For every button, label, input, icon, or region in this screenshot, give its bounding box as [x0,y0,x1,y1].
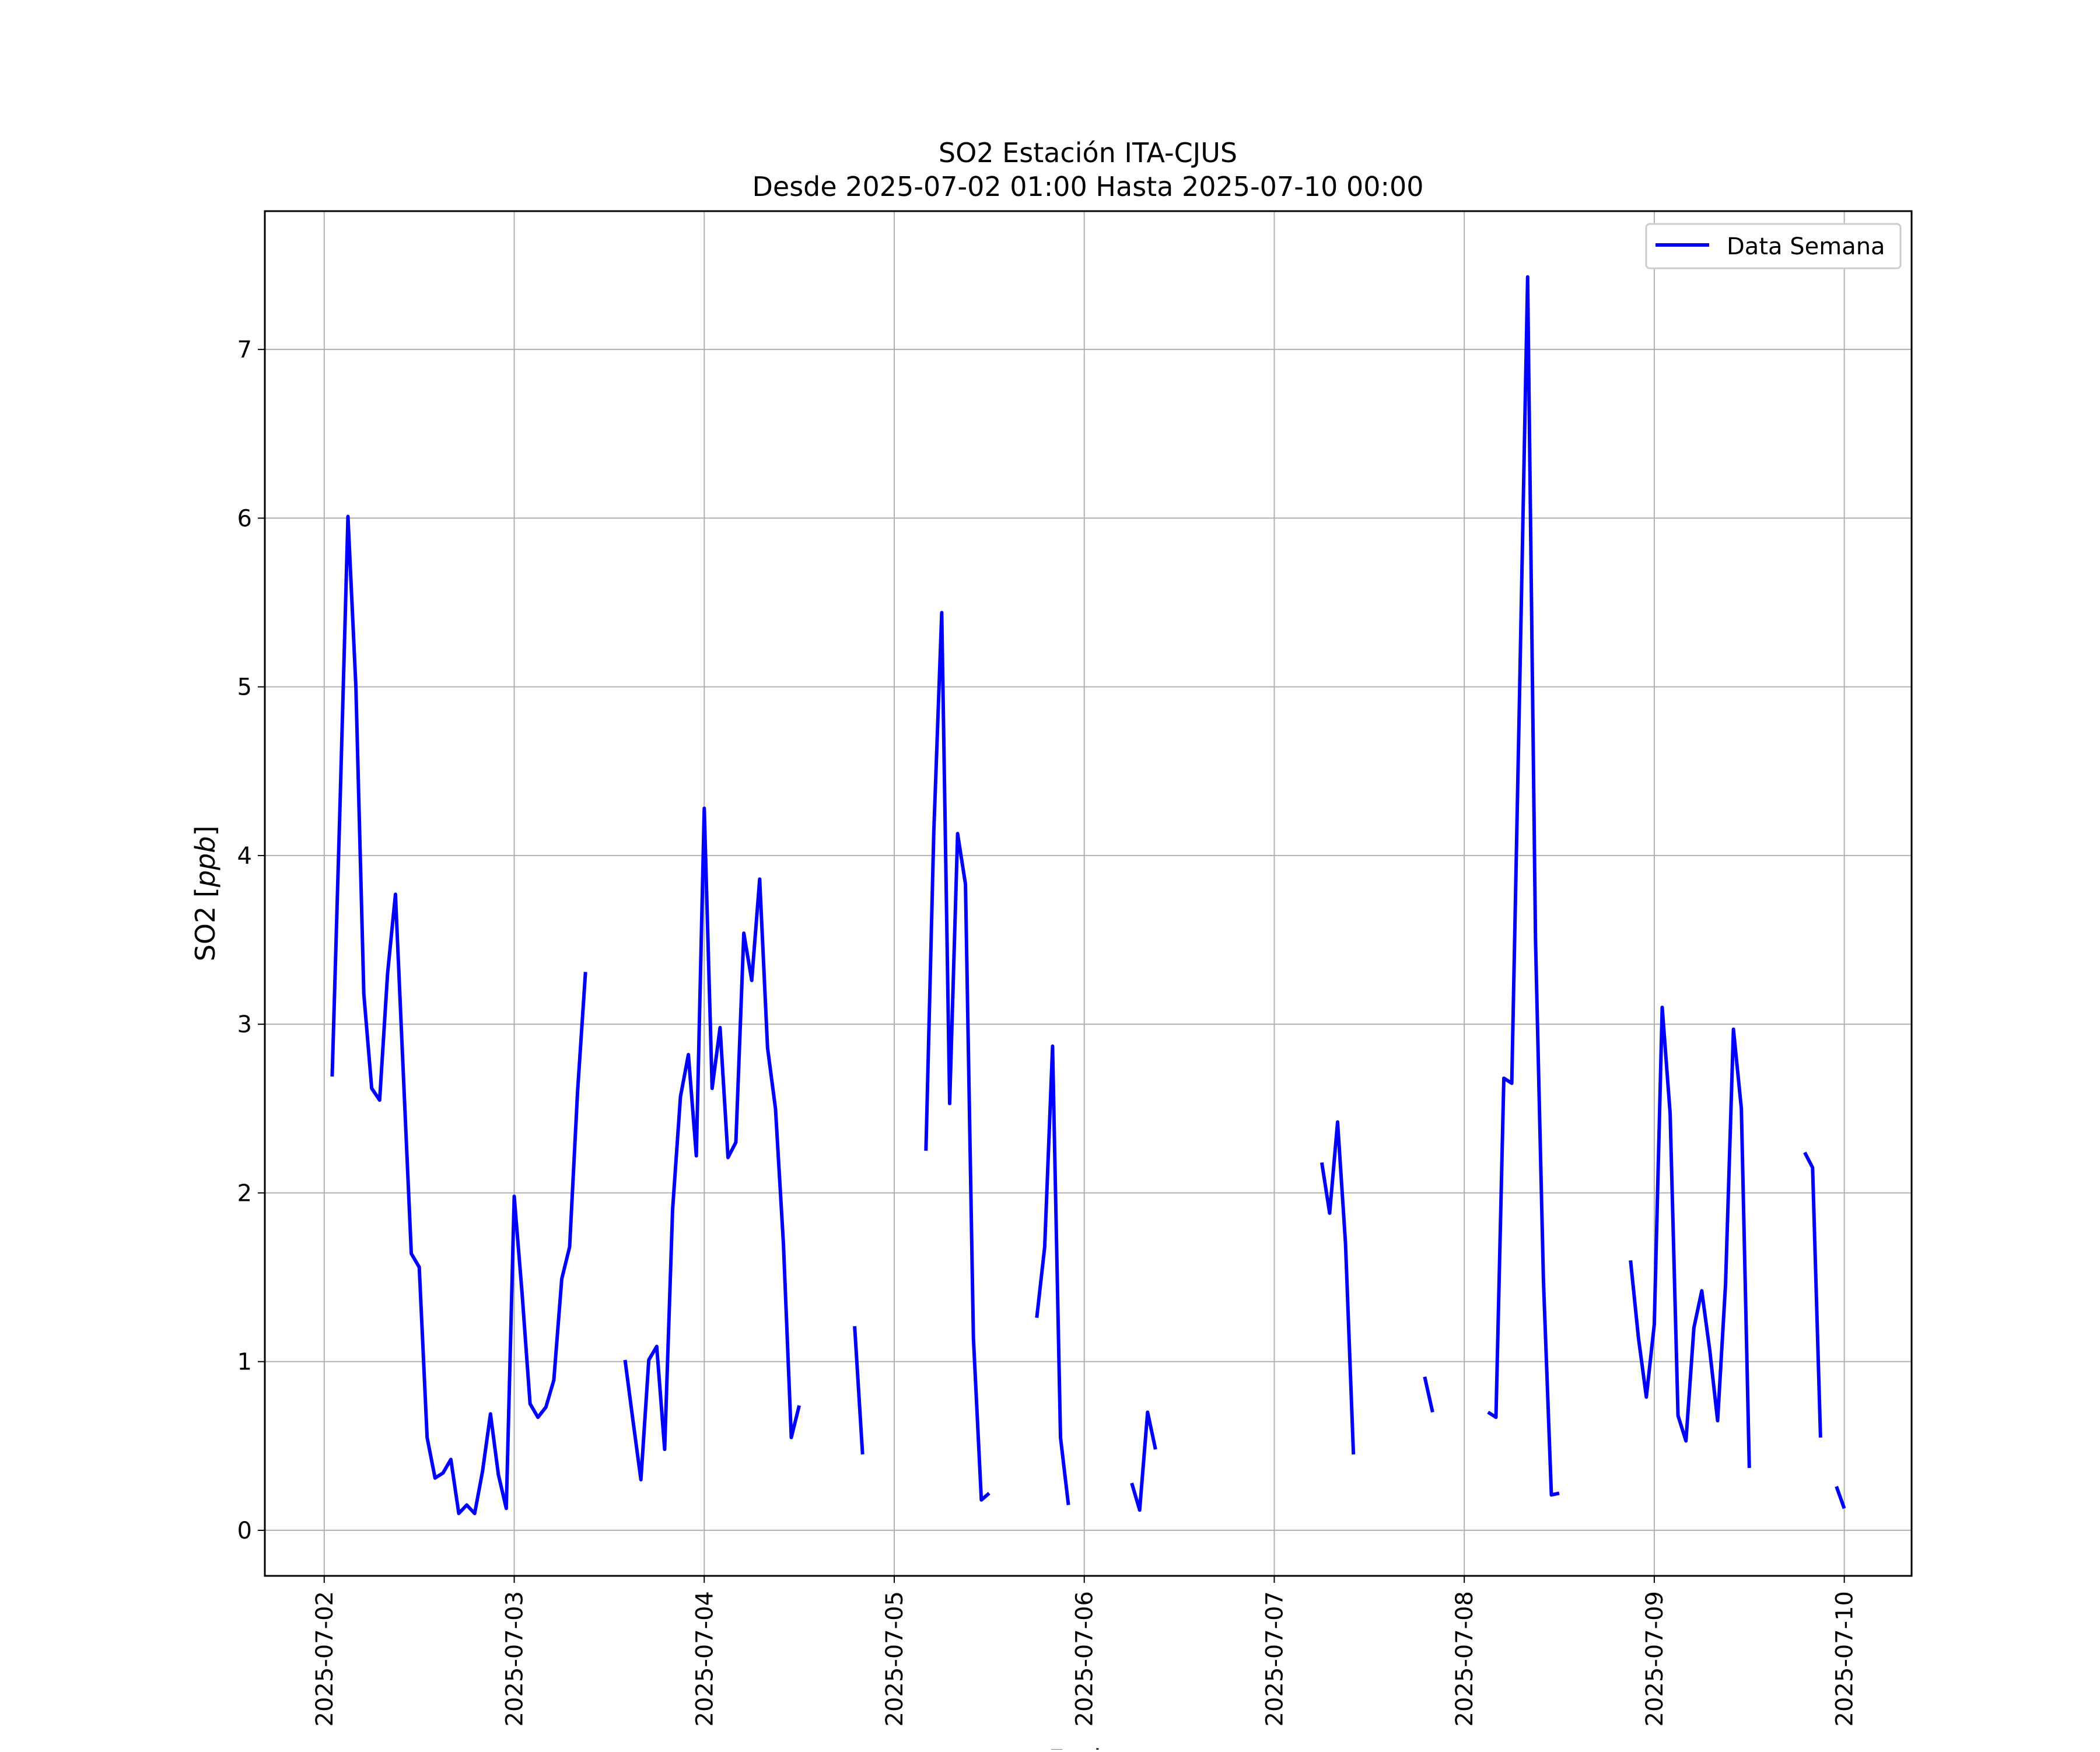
series-line-segment [1487,275,1560,1497]
x-tick-label: 2025-07-07 [1261,1591,1288,1726]
x-tick-label: 2025-07-05 [881,1591,908,1726]
series-line-segment [623,806,802,1482]
series-line-segment [1803,1151,1822,1438]
y-tick-label: 7 [237,337,252,363]
x-tick-label: 2025-07-02 [312,1591,338,1726]
y-tick-label: 6 [237,505,252,532]
series-lines [330,275,1846,1515]
x-tick-label: 2025-07-06 [1072,1591,1098,1726]
y-axis-label-unit: ppb [190,836,221,888]
grid-lines [265,211,1912,1576]
x-axis-label: Fecha [1049,1744,1128,1750]
series-line-segment [1130,1410,1157,1512]
y-axis-label-prefix: SO2 [ [190,887,221,961]
y-tick-label: 5 [237,674,252,701]
series-line-segment [1035,1044,1070,1505]
x-tick-label: 2025-07-03 [502,1591,528,1726]
legend-label: Data Semana [1727,233,1885,260]
legend: Data Semana [1645,223,1902,269]
y-axis-label: SO2 [ppb] [190,826,221,962]
legend-box [1645,223,1902,269]
series-line-segment [1629,1005,1751,1468]
chart-title: SO2 Estación ITA-CJUS [939,137,1237,169]
y-tick-label: 1 [237,1349,252,1376]
x-tick-label: 2025-07-08 [1451,1591,1478,1726]
series-line-segment [853,1326,864,1455]
x-tick-label: 2025-07-09 [1642,1591,1668,1726]
series-line-segment [1835,1485,1846,1509]
y-tick-label: 2 [237,1180,252,1207]
y-tick-label: 0 [237,1518,252,1544]
y-axis-ticks: 0 1 2 3 4 5 6 7 [237,337,265,1544]
series-line-segment [1320,1120,1356,1455]
chart-subtitle: Desde 2025-07-02 01:00 Hasta 2025-07-10 … [752,171,1423,202]
y-axis-label-suffix: ] [190,826,221,836]
y-tick-label: 3 [237,1011,252,1038]
x-tick-label: 2025-07-04 [691,1591,718,1726]
plot-area-frame [264,210,1913,1577]
y-tick-label: 4 [237,843,252,870]
series-line-segment [1423,1376,1434,1413]
series-line-segment [924,611,991,1502]
x-axis-ticks: 2025-07-02 2025-07-03 2025-07-04 2025-07-05… [312,1576,1859,1726]
series-line-segment [330,514,587,1515]
x-tick-label: 2025-07-10 [1832,1591,1859,1726]
